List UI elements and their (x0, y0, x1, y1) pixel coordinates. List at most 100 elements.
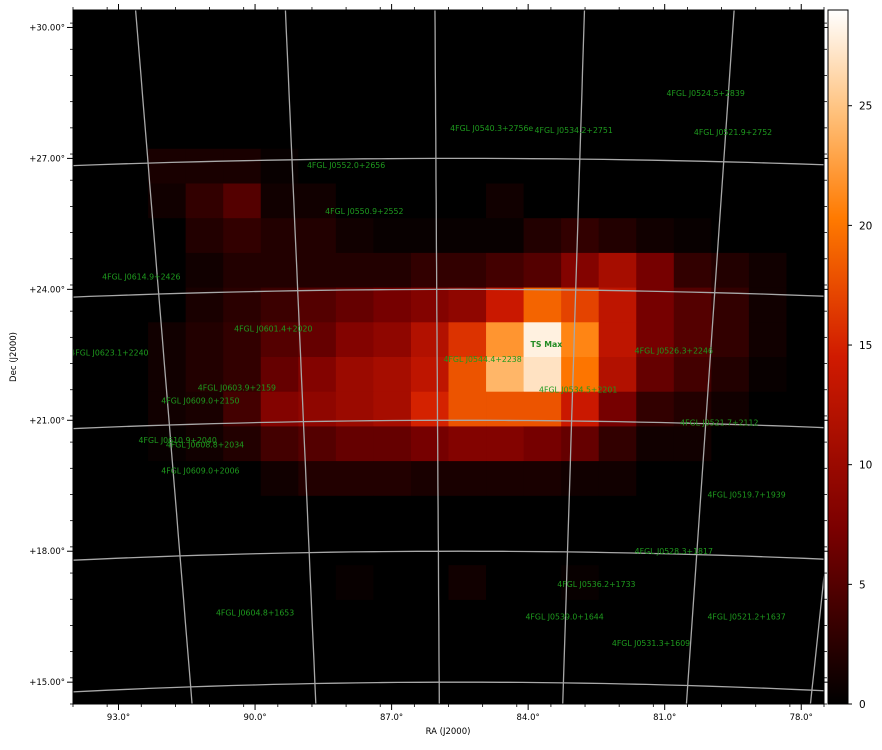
heatmap-cell (673, 218, 712, 254)
heatmap-cell (486, 495, 524, 531)
source-label: 4FGL J0534.5+2201 (539, 386, 617, 395)
heatmap-cell (448, 495, 487, 531)
heatmap-cell (786, 218, 824, 254)
heatmap-cell (673, 252, 712, 288)
source-label: 4FGL J0539.0+1644 (525, 613, 603, 622)
heatmap-cell (335, 530, 374, 566)
heatmap-cell (148, 79, 187, 115)
heatmap-cell (523, 599, 562, 635)
heatmap-cell (185, 183, 224, 219)
heatmap-cell (448, 79, 487, 115)
heatmap-cell (561, 79, 600, 115)
heatmap-cell (185, 634, 224, 670)
heatmap-cell (110, 495, 149, 531)
y-tick-label: +24.00° (29, 285, 65, 295)
ts-max-label: TS Max (531, 340, 563, 349)
heatmap-cell (185, 495, 224, 531)
heatmap-cell (636, 461, 675, 497)
heatmap-cell (298, 79, 337, 115)
heatmap-cell (223, 495, 262, 531)
heatmap-cell (448, 114, 487, 150)
heatmap-cell (748, 634, 787, 670)
colorbar-tick-label: 10 (859, 460, 872, 472)
colorbar-gradient (827, 9, 849, 705)
heatmap-cell (335, 148, 374, 184)
heatmap-cell (561, 44, 600, 80)
heatmap-cell (748, 183, 787, 219)
heatmap-cell (636, 391, 675, 427)
heatmap-cell (748, 565, 787, 601)
heatmap-cell (373, 114, 412, 150)
heatmap-cell (223, 114, 262, 150)
heatmap-cell (598, 114, 637, 150)
heatmap-cell (260, 426, 299, 462)
heatmap-cell (711, 148, 750, 184)
heatmap-cell (185, 461, 224, 497)
heatmap-cell (561, 252, 600, 288)
heatmap-cell (636, 357, 675, 393)
heatmap-cell (561, 599, 600, 635)
heatmap-cell (335, 461, 374, 497)
heatmap-cell (786, 114, 824, 150)
heatmap-cell (561, 218, 600, 254)
heatmap-cell (523, 114, 562, 150)
heatmap-cell (260, 252, 299, 288)
heatmap-cell (335, 565, 374, 601)
heatmap-cell (410, 218, 449, 254)
heatmap-cell (110, 634, 149, 670)
source-label: 4FGL J0623.1+2240 (70, 349, 148, 358)
heatmap-cell (748, 461, 787, 497)
heatmap-cell (748, 426, 787, 462)
heatmap-cell (73, 10, 111, 46)
heatmap-cell (523, 183, 562, 219)
heatmap-cell (223, 10, 262, 46)
heatmap-cell (523, 44, 562, 80)
heatmap-cell (486, 218, 524, 254)
source-label: 4FGL J0603.9+2159 (198, 384, 276, 393)
heatmap-cell (561, 10, 600, 46)
heatmap-cell (73, 322, 111, 358)
heatmap-cell (748, 218, 787, 254)
heatmap-cell (636, 287, 675, 323)
heatmap-cell (373, 79, 412, 115)
heatmap-cell (335, 599, 374, 635)
heatmap-cell (73, 565, 111, 601)
heatmap-cell (523, 322, 562, 358)
heatmap-cell (486, 669, 524, 704)
y-tick-label: +21.00° (29, 416, 65, 426)
grid-line-ra (809, 570, 824, 704)
y-axis: +15.00° +18.00° +21.00° +24.00° +27.00° +30.0… (29, 22, 830, 705)
heatmap-cell (110, 461, 149, 497)
heatmap-cell (298, 252, 337, 288)
heatmap-cell (748, 287, 787, 323)
heatmap-cell (260, 114, 299, 150)
heatmap-cell (373, 461, 412, 497)
source-label: 4FGL J0524.5+2839 (667, 89, 745, 98)
heatmap-cell (110, 669, 149, 704)
heatmap-cell (748, 322, 787, 358)
heatmap-cell (223, 357, 262, 393)
heatmap-cell (148, 148, 187, 184)
heatmap-cell (110, 391, 149, 427)
heatmap-cell (223, 391, 262, 427)
heatmap-cell (486, 530, 524, 566)
heatmap-cell (636, 183, 675, 219)
heatmap-cell (410, 10, 449, 46)
heatmap-cell (260, 218, 299, 254)
heatmap-cell (298, 287, 337, 323)
heatmap-cell (298, 634, 337, 670)
heatmap-cell (73, 495, 111, 531)
heatmap-cell (73, 218, 111, 254)
heatmap-cell (598, 565, 637, 601)
heatmap-cell (148, 426, 187, 462)
heatmap-cell (598, 634, 637, 670)
heatmap-cell (410, 252, 449, 288)
source-label: 4FGL J0550.9+2552 (325, 207, 403, 216)
heatmap-cell (373, 391, 412, 427)
heatmap-cell (673, 461, 712, 497)
heatmap-cell (110, 357, 149, 393)
heatmap-cell (448, 599, 487, 635)
x-axis-title: RA (J2000) (426, 727, 471, 737)
heatmap-cell (711, 495, 750, 531)
heatmap-cell (523, 79, 562, 115)
